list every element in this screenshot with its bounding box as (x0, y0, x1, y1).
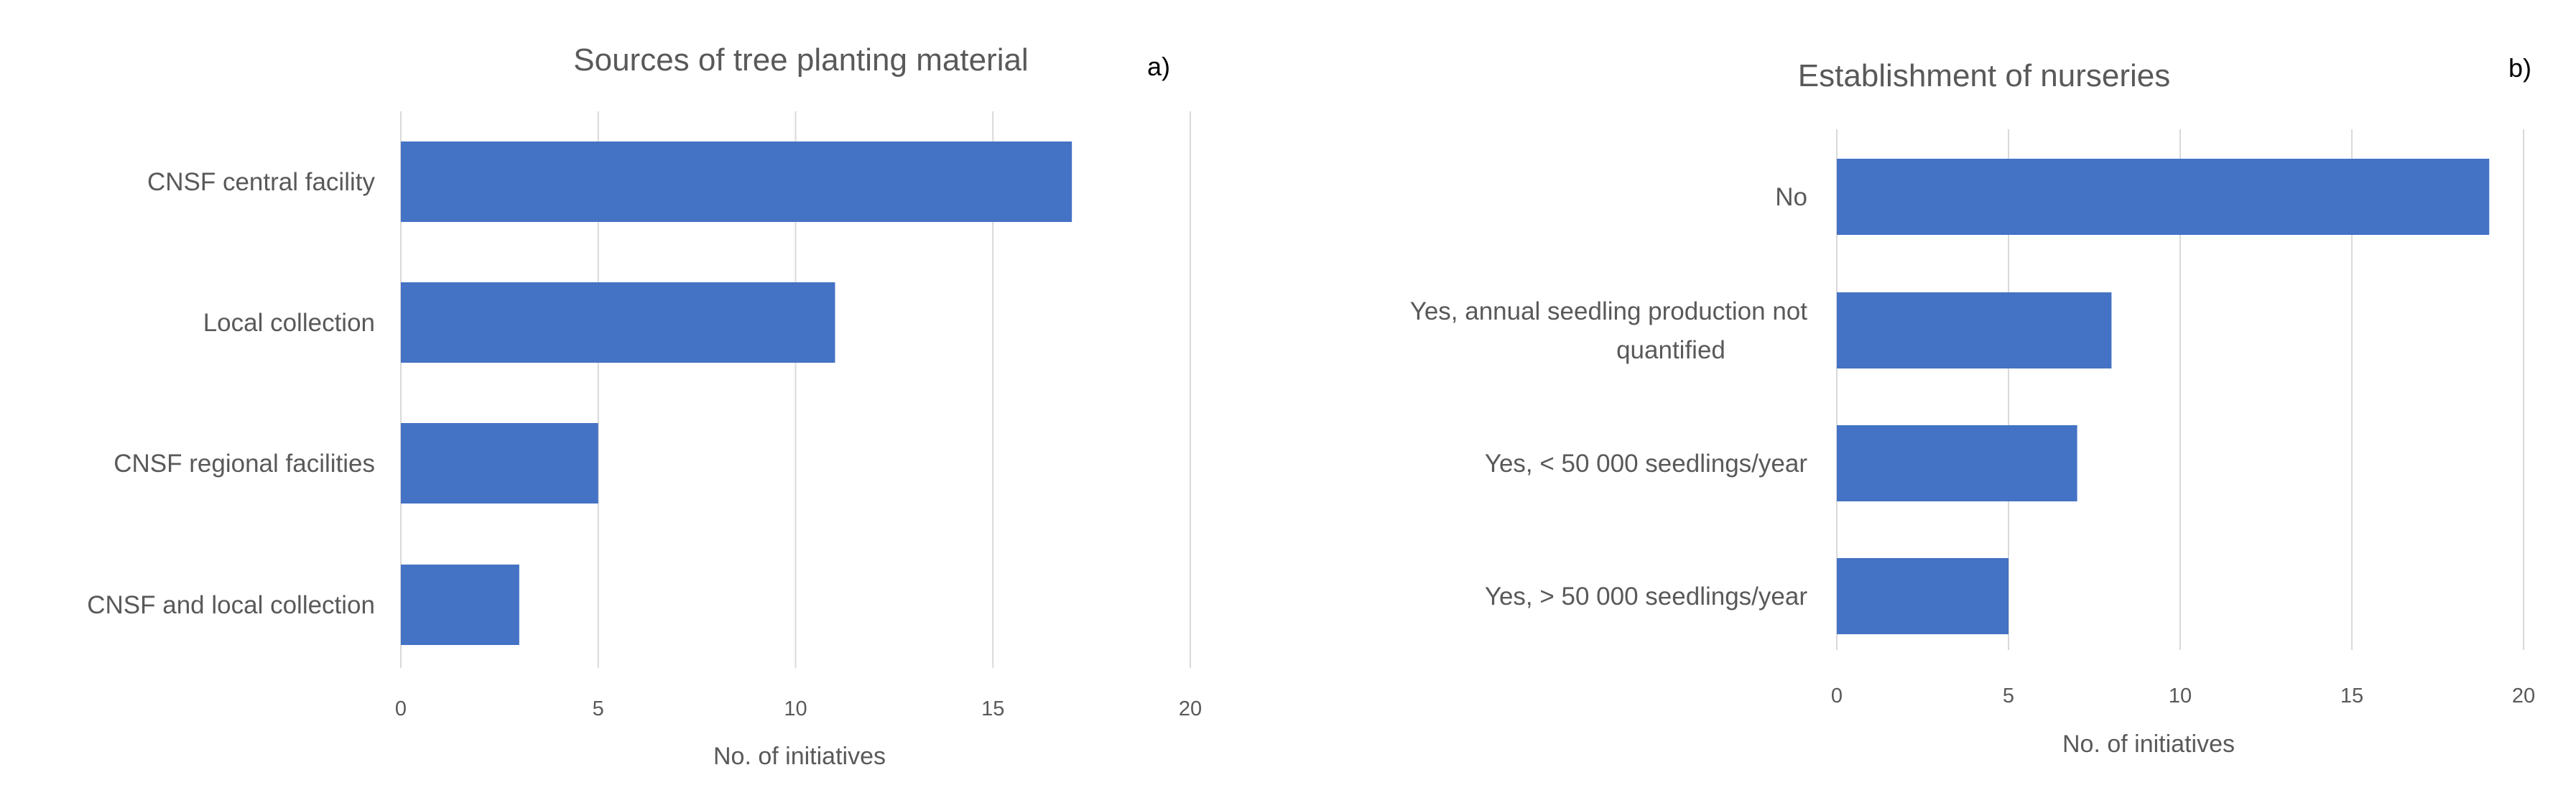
chart-a-x-tick-label: 15 (981, 697, 1004, 720)
chart-a-category-label: CNSF central facility (147, 168, 376, 196)
chart-b-category-label: Yes, > 50 000 seedlings/year (1485, 583, 1808, 611)
chart-b-x-axis-label: No. of initiatives (2062, 730, 2235, 758)
chart-b-title: Establishment of nurseries (1798, 58, 2170, 93)
chart-b-panel-label: b) (2508, 53, 2531, 83)
chart-a-category-label: Local collection (203, 309, 375, 337)
chart-b-category-label: Yes, < 50 000 seedlings/year (1485, 450, 1808, 478)
chart-b-x-tick-label: 0 (1831, 685, 1843, 707)
chart-b-x-tick-label: 10 (2169, 685, 2192, 707)
chart-a-title: Sources of tree planting material (573, 42, 1028, 78)
chart-a-category-label: CNSF and local collection (87, 591, 375, 619)
chart-b-bar (1837, 159, 2490, 235)
chart-b-x-tick-label: 20 (2512, 685, 2535, 707)
chart-a-x-tick-label: 0 (395, 697, 407, 720)
chart-b-category-label: No (1775, 183, 1807, 211)
chart-a-x-tick-label: 10 (784, 697, 807, 720)
chart-b-bar (1837, 292, 2112, 368)
chart-a-panel-label: a) (1147, 52, 1170, 81)
chart-a-bar (401, 141, 1072, 222)
chart-a-category-label: CNSF regional facilities (113, 450, 375, 478)
chart-b-x-tick-label: 15 (2340, 685, 2363, 707)
chart-a-bar (401, 423, 598, 504)
chart-a-x-axis-label: No. of initiatives (713, 743, 886, 770)
chart-b-x-tick-label: 5 (2003, 685, 2014, 707)
chart-b-bar (1837, 425, 2077, 501)
chart-b-establishment-of-nurseries: Establishment of nurseries b) No. of ini… (1410, 53, 2535, 758)
chart-a-x-tick-label: 20 (1179, 697, 1202, 720)
chart-b-category-label: Yes, annual seedling production not quant… (1410, 297, 1808, 364)
chart-b-bar (1837, 558, 2009, 634)
chart-a-sources-of-planting-material: Sources of tree planting material a) No.… (87, 42, 1202, 770)
chart-a-bar (401, 565, 519, 645)
chart-a-x-tick-label: 5 (593, 697, 604, 720)
chart-a-bar (401, 282, 835, 363)
